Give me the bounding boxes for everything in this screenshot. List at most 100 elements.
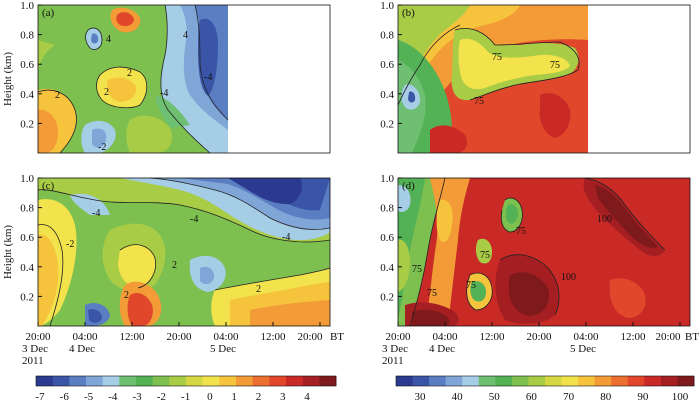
colorbar-tick-label: 4 [304,391,310,402]
panel-c-field [38,178,330,326]
contour-label: 100 [561,272,576,283]
colorbar-swatch [69,376,87,386]
panel-d-y-ticks: 1.0 0.8 0.6 0.4 0.2 [380,173,402,303]
colorbar-tick-label: -3 [133,391,143,402]
colorbar-swatch [36,376,54,386]
colorbar-swatch [219,376,237,386]
contour-label: 2 [256,284,261,295]
colorbar-swatch [677,376,695,386]
colorbar-tick-label: 50 [489,391,501,402]
date-label: 4 Dec [69,343,95,355]
y-tick-label: 0.4 [380,89,394,101]
colorbar-swatch [302,376,320,386]
colorbar-swatch [252,376,270,386]
colorbar-tick-label: 70 [563,391,575,402]
contour-label: 2 [172,260,177,271]
x-tick-label: 12:00 [479,331,505,343]
colorbar-swatch [119,376,137,386]
panel-c-y-axis-title: Height (km) [2,225,14,279]
x-tick-label: 12:00 [119,331,145,343]
colorbar-tick-label: 0 [207,391,213,402]
colorbar-swatch [511,376,529,386]
x-tick-label: 20:00 [655,331,681,343]
colorbar-swatch [528,376,546,386]
colorbar-swatch [52,376,70,386]
contour-label: -4 [204,72,212,83]
contour-label: 100 [597,214,612,225]
panel-d-frame [397,177,691,327]
x-tick-label: 04:00 [72,331,98,343]
contour-label: 4 [106,34,111,45]
year-label: 2011 [382,355,404,367]
contour-label: 75 [466,280,476,291]
x-tick-label: 20:00 [25,331,51,343]
panel-c-y-ticks: 1.0 0.8 0.6 0.4 0.2 [20,173,42,303]
y-tick-label: 1.0 [20,0,34,12]
panel-b-empty-region [588,5,690,153]
colorbar-swatch [152,376,170,386]
x-tick-label: 12:00 [620,331,646,343]
colorbar-frame [395,375,695,387]
colorbar-swatch [611,376,629,386]
colorbar-tick-label: 40 [452,391,464,402]
panel-a-y-ticks: 1.0 0.8 0.6 0.4 0.2 [20,0,42,130]
y-tick-label: 0.2 [20,291,34,303]
contour-label: 75 [550,60,560,71]
panel-d-contours [409,177,666,327]
panel-c-label: (c) [42,180,55,192]
y-tick-label: 0.4 [20,89,34,101]
panel-d-field [398,178,690,326]
x-tick-label: 12:00 [260,331,286,343]
colorbar-swatch [429,376,447,386]
contour-label: 75 [516,226,526,237]
colorbar-swatch [660,376,678,386]
colorbar-swatch [644,376,662,386]
colorbar-swatch [627,376,645,386]
y-tick-label: 0.8 [20,30,34,42]
colorbar-tick-label: 30 [415,391,427,402]
panel-a-label: (a) [42,7,55,19]
contour-label: -4 [92,208,100,219]
panel-b-y-ticks: 1.0 0.8 0.6 0.4 0.2 [380,0,402,130]
y-tick-label: 0.6 [20,232,34,244]
y-tick-label: 0.6 [380,59,394,71]
year-label: 2011 [22,355,44,367]
colorbar-swatch [578,376,596,386]
colorbar-swatch [269,376,287,386]
x-axis-unit-label: BT [330,331,344,343]
y-tick-label: 0.2 [380,118,394,130]
colorbar-tick-label: -1 [181,391,190,402]
contour-label: 2 [55,90,60,101]
colorbar-swatch [396,376,413,386]
panel-d: (d) 75 75 75 75 75 100 100 1.0 0.8 0.6 0… [380,173,699,367]
panel-b: (b) 75 75 75 1.0 0.8 0.6 0.4 0.2 [380,0,691,154]
panel-c-frame [37,177,331,327]
panel-a-y-axis-title: Height (km) [2,52,14,106]
colorbar-tick-label: 80 [600,391,612,402]
contour-label: 75 [412,264,422,275]
colorbar-tick-label: 2 [256,391,262,402]
contour-label: 4 [183,30,188,41]
x-tick-label: 20:00 [297,331,323,343]
contour-label: 75 [492,52,502,63]
colorbar-tick-label: 100 [672,391,689,402]
panel-a-empty-region [228,5,330,153]
date-label: 5 Dec [210,343,236,355]
y-tick-label: 0.2 [20,118,34,130]
colorbar-right: 30 40 50 60 70 80 90 100 [395,375,695,402]
x-tick-label: 04:00 [573,331,599,343]
x-tick-label: 04:00 [213,331,239,343]
colorbar-swatch [462,376,480,386]
colorbar-tick-label: 90 [637,391,649,402]
panel-a-frame [37,4,331,154]
panel-b-label: (b) [402,7,415,19]
colorbar-swatch [445,376,463,386]
colorbar-swatch [102,376,120,386]
x-tick-label: 20:00 [385,331,411,343]
colorbar-tick-label: 1 [231,391,237,402]
panel-d-x-ticks: 20:00 04:00 12:00 20:00 04:00 12:00 20:0… [382,322,699,367]
contour-label: 75 [427,288,437,299]
panel-a-contours [37,4,229,154]
date-label: 3 Dec [382,343,408,355]
